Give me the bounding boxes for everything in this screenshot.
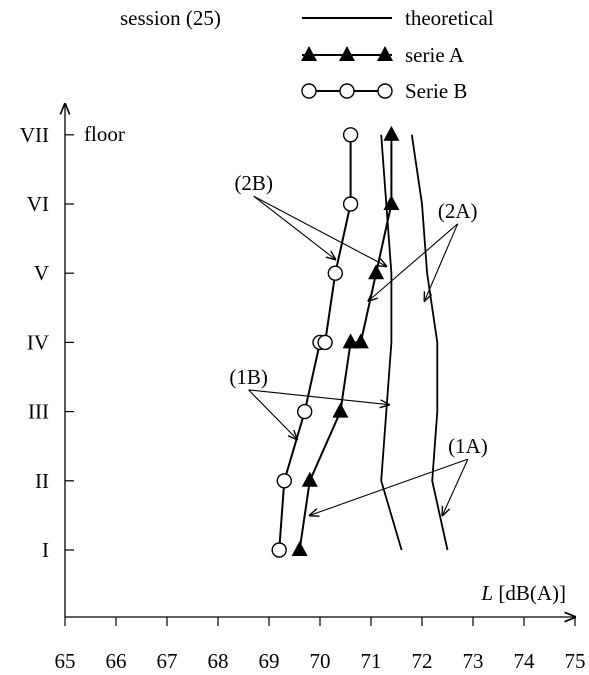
- y-tick-label: III: [28, 400, 49, 424]
- legend-triangle-marker: [301, 46, 317, 61]
- annotation-arrow: [310, 458, 469, 515]
- x-tick-label: 74: [514, 649, 536, 673]
- legend: session (25) theoretical serie A Serie B: [120, 6, 494, 103]
- annotation-label: (2B): [234, 171, 273, 195]
- triangle-marker: [332, 402, 349, 418]
- y-tick-label: VII: [20, 123, 49, 147]
- annotations: (2B) (2A) (1B) (1A): [229, 171, 488, 515]
- annotation-arrow: [253, 195, 387, 266]
- triangle-marker: [352, 333, 369, 349]
- circle-marker: [276, 473, 292, 489]
- annotation-arrow: [425, 223, 459, 301]
- x-tick-label: 75: [565, 649, 586, 673]
- series-line: [298, 134, 393, 551]
- annotation-arrow: [248, 389, 297, 439]
- annotation-label: (1B): [229, 365, 268, 389]
- legend-triangle-marker: [377, 46, 393, 61]
- triangle-marker: [342, 333, 359, 349]
- series-line: [410, 134, 449, 551]
- x-tick-label: 67: [157, 649, 178, 673]
- y-axis-title: floor: [84, 122, 125, 146]
- series-markers: [271, 125, 400, 558]
- x-tick-label: 70: [310, 649, 331, 673]
- legend-title: session (25): [120, 6, 221, 30]
- annotation-arrow: [248, 389, 389, 405]
- annotation-arrow: [253, 195, 336, 259]
- legend-triangle-marker: [339, 46, 355, 61]
- legend-label: theoretical: [405, 6, 494, 30]
- y-tick-label: VI: [27, 192, 49, 216]
- x-tick-label: 72: [412, 649, 433, 673]
- triangle-marker: [383, 195, 400, 210]
- y-tick-label: IV: [27, 330, 49, 354]
- circle-marker: [271, 542, 287, 558]
- x-tick-label: 69: [259, 649, 280, 673]
- annotation-label: (1A): [448, 434, 488, 458]
- series-line: [380, 134, 403, 551]
- x-tick-label: 65: [55, 649, 76, 673]
- circle-marker: [297, 403, 313, 420]
- triangle-marker: [368, 264, 385, 280]
- x-tick-label: 66: [106, 649, 127, 673]
- annotation-label: (2A): [438, 199, 478, 223]
- y-tick-label: I: [42, 538, 49, 562]
- legend-circle-marker: [377, 83, 393, 99]
- legend-label: Serie B: [405, 79, 467, 103]
- annotation-arrow: [368, 223, 459, 301]
- legend-circle-marker: [301, 83, 317, 99]
- y-tick-label: V: [34, 261, 49, 285]
- circle-marker: [327, 265, 343, 281]
- circle-marker: [342, 127, 359, 143]
- y-tick-label: II: [35, 469, 49, 493]
- circle-marker: [342, 196, 359, 212]
- x-tick-label: 68: [208, 649, 229, 673]
- circle-marker: [317, 334, 333, 351]
- x-axis-title: L [dB(A)]: [480, 581, 566, 605]
- legend-label: serie A: [405, 43, 465, 67]
- triangle-marker: [291, 541, 308, 556]
- triangle-marker: [301, 471, 318, 487]
- legend-circle-marker: [339, 83, 355, 99]
- annotation-arrow: [442, 458, 469, 515]
- triangle-marker: [383, 125, 400, 141]
- axes: [65, 104, 575, 626]
- x-tick-label: 71: [361, 649, 382, 673]
- x-tick-label: 73: [463, 649, 484, 673]
